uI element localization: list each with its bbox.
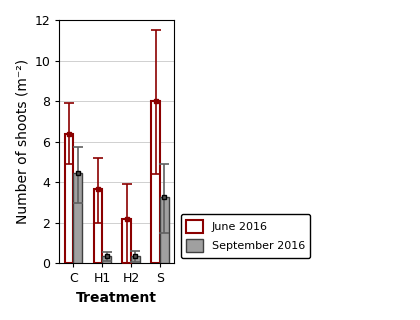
Bar [160, 197, 169, 263]
Bar [65, 133, 73, 263]
Y-axis label: Number of shoots (m⁻²): Number of shoots (m⁻²) [15, 59, 29, 224]
Legend: June 2016, September 2016: June 2016, September 2016 [181, 214, 310, 258]
Bar [74, 173, 82, 263]
Bar [123, 219, 131, 263]
Bar [102, 256, 111, 263]
Bar [94, 189, 102, 263]
X-axis label: Treatment: Treatment [76, 291, 157, 305]
Bar [131, 256, 140, 263]
Bar [151, 101, 160, 263]
